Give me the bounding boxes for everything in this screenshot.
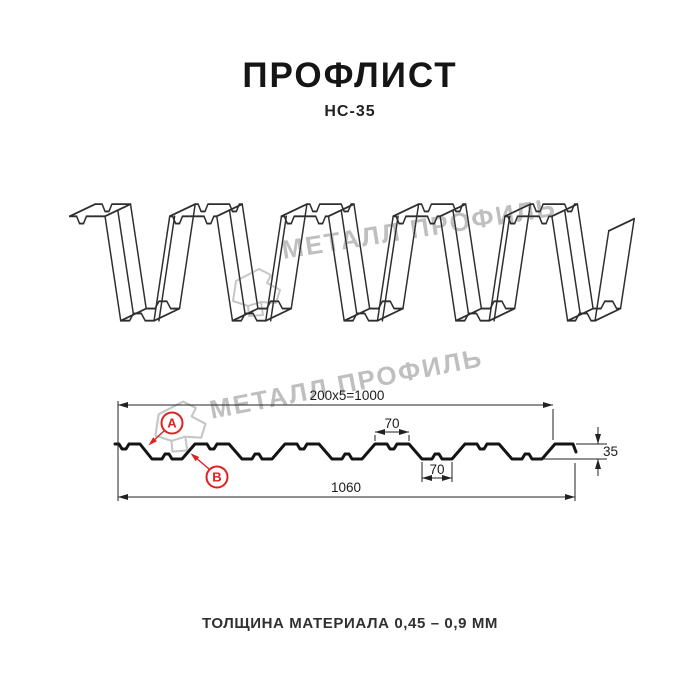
sheet-3d-drawing — [69, 203, 636, 322]
marker-a-label: А — [167, 416, 177, 431]
sheet-3d-slope-lines — [117, 209, 582, 322]
dim-top-total-label: 200x5=1000 — [310, 388, 385, 403]
dimension-arrowheads — [118, 402, 601, 500]
sheet-3d-far-profile — [94, 203, 636, 310]
dim-valley-width-label: 70 — [429, 462, 444, 477]
marker-b: В — [190, 453, 229, 489]
cross-section-drawing: 200x5=1000 70 70 35 1060 А В — [113, 388, 618, 501]
marker-b-arrowhead — [190, 453, 200, 462]
profile-model-label: НС-35 — [324, 103, 376, 120]
dim-flange-width-label: 70 — [384, 416, 399, 431]
marker-a: А — [148, 411, 184, 446]
marker-b-circle — [205, 465, 229, 489]
page-title: ПРОФЛИСТ — [242, 56, 458, 95]
material-thickness-note: ТОЛЩИНА МАТЕРИАЛА 0,45 – 0,9 ММ — [201, 615, 499, 632]
marker-b-label: В — [212, 470, 221, 485]
sheet-3d-near-profile — [69, 215, 610, 322]
dim-height-label: 35 — [603, 444, 618, 459]
sheet-3d-depth-lines — [69, 203, 635, 322]
dim-overall-width-label: 1060 — [331, 480, 361, 495]
dimension-lines — [117, 401, 607, 501]
cross-section-profile — [113, 442, 578, 461]
